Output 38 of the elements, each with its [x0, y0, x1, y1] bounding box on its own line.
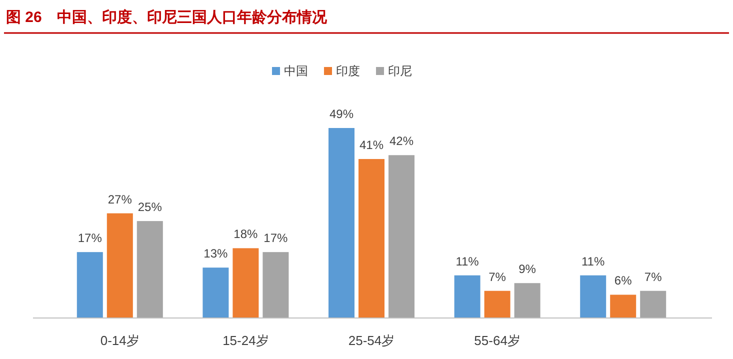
bar: [232, 248, 259, 318]
data-label: 27%: [108, 192, 132, 206]
x-tick-label: 0-14岁: [100, 333, 140, 348]
bar: [262, 252, 289, 318]
data-label: 49%: [329, 107, 354, 121]
data-label: 6%: [614, 274, 632, 288]
data-label: 11%: [582, 254, 605, 268]
legend-label: 印尼: [388, 64, 412, 78]
x-tick-label: 15-24岁: [222, 333, 269, 348]
bar: [136, 221, 163, 318]
bar: [484, 290, 510, 318]
bar: [610, 294, 636, 318]
bar: [328, 128, 354, 318]
data-label: 7%: [488, 270, 506, 284]
data-label: 17%: [78, 231, 102, 246]
bar: [580, 275, 606, 318]
data-label: 42%: [389, 134, 414, 148]
bar: [358, 159, 384, 318]
data-label: 11%: [456, 254, 480, 268]
data-label: 7%: [644, 270, 662, 284]
data-label: 25%: [138, 200, 162, 214]
bar: [514, 283, 540, 318]
bar: [388, 155, 414, 318]
data-label: 9%: [518, 262, 536, 276]
bar: [106, 213, 133, 318]
data-label: 17%: [264, 231, 288, 246]
data-label: 41%: [359, 138, 384, 152]
x-tick-label: 25-54岁: [348, 333, 395, 348]
data-label: 13%: [204, 246, 228, 261]
bar: [640, 290, 666, 318]
chart-title: 图 26 中国、印度、印尼三国人口年龄分布情况: [6, 8, 328, 26]
x-tick-label: 55-64岁: [474, 333, 520, 348]
bar: [454, 275, 480, 318]
legend-label: 印度: [336, 64, 360, 78]
data-label: 18%: [234, 227, 258, 242]
bar: [202, 268, 229, 318]
bar: [76, 252, 103, 318]
legend-label: 中国: [284, 64, 308, 78]
